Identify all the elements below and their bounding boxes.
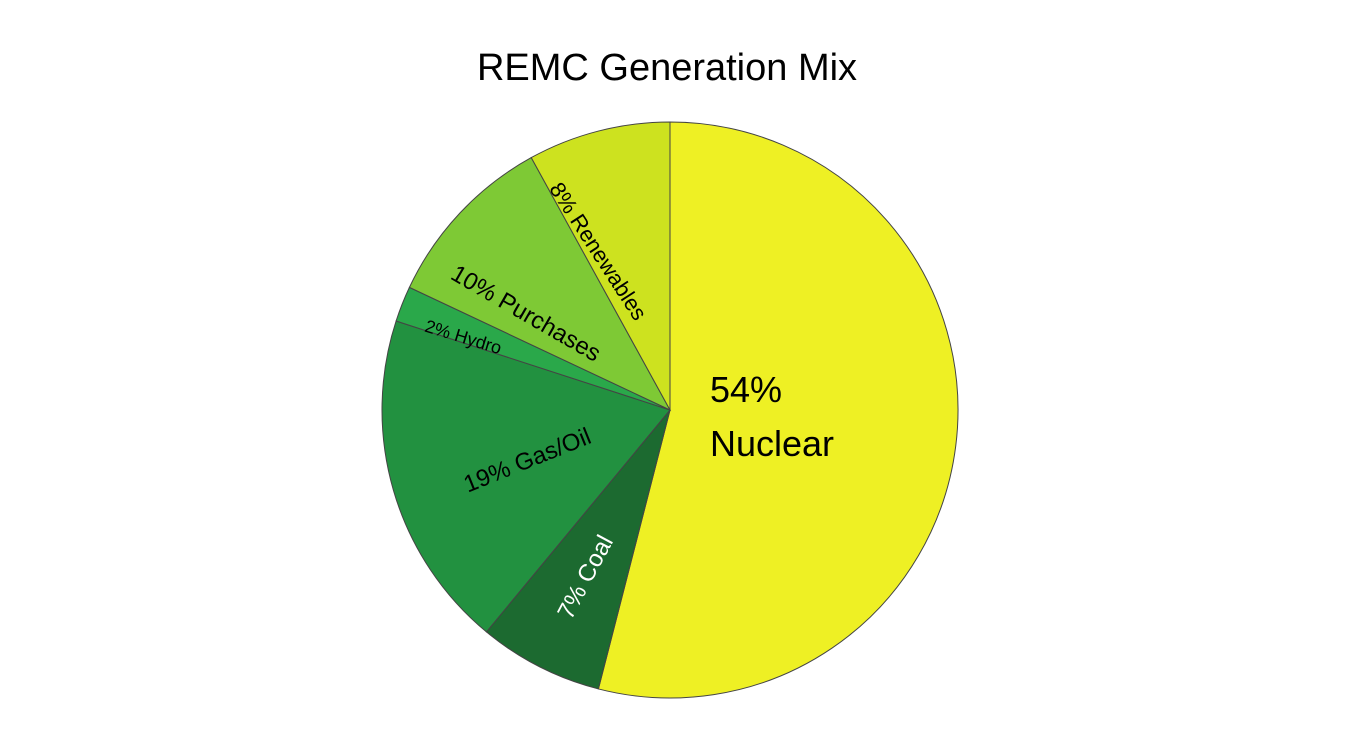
value-label: 54% [710, 369, 782, 410]
pie-slice [408, 156, 672, 412]
slice-label: 54% Nuclear [710, 369, 834, 464]
pie-slice [485, 409, 671, 690]
pie-slice [530, 121, 671, 411]
pie-slice [381, 320, 671, 633]
category-label: Nuclear [710, 423, 834, 464]
chart-title: REMC Generation Mix [477, 47, 857, 89]
pie-slice [597, 121, 959, 699]
